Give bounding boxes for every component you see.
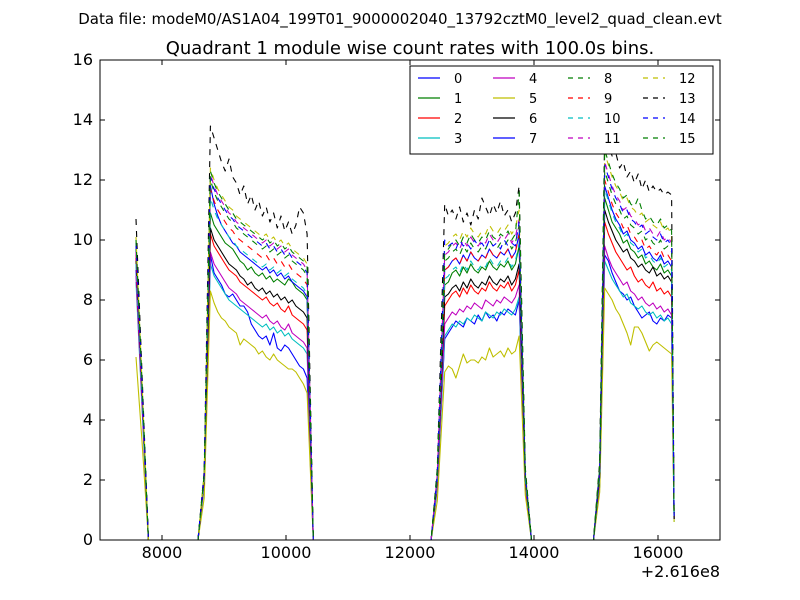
legend-label-13: 13	[679, 92, 696, 107]
y-tick-label-12: 12	[73, 170, 93, 189]
y-tick-label-14: 14	[73, 110, 93, 129]
x-offset-label: +2.616e8	[641, 562, 720, 581]
chart-title: Quadrant 1 module wise count rates with …	[166, 38, 655, 59]
legend-label-7: 7	[529, 132, 537, 147]
legend-label-2: 2	[454, 112, 462, 127]
legend-label-1: 1	[454, 92, 462, 107]
x-tick-label-10000: 10000	[261, 543, 312, 562]
series-line-13	[135, 125, 675, 541]
y-tick-label-10: 10	[73, 230, 93, 249]
y-tick-label-8: 8	[83, 290, 93, 309]
data-file-label: Data file: modeM0/AS1A04_199T01_90000020…	[78, 10, 722, 29]
y-tick-label-4: 4	[83, 410, 93, 429]
legend-box	[409, 65, 714, 155]
y-tick-label-6: 6	[83, 350, 93, 369]
legend-label-9: 9	[604, 92, 612, 107]
series-line-9	[135, 179, 675, 541]
legend-label-14: 14	[679, 112, 696, 127]
legend-label-12: 12	[679, 72, 696, 87]
x-tick-label-8000: 8000	[142, 543, 183, 562]
x-tick-label-14000: 14000	[509, 543, 560, 562]
legend-label-10: 10	[604, 112, 621, 127]
legend-label-11: 11	[604, 132, 621, 147]
legend-label-4: 4	[529, 72, 537, 87]
x-tick-label-16000: 16000	[633, 543, 684, 562]
legend-label-3: 3	[454, 132, 462, 147]
y-tick-label-16: 16	[73, 50, 93, 69]
legend-label-5: 5	[529, 92, 537, 107]
legend-label-15: 15	[679, 132, 696, 147]
x-tick-label-12000: 12000	[385, 543, 436, 562]
legend-label-8: 8	[604, 72, 612, 87]
y-tick-label-2: 2	[83, 470, 93, 489]
legend-label-0: 0	[454, 72, 462, 87]
y-tick-label-0: 0	[83, 530, 93, 549]
series-line-8	[135, 170, 675, 541]
legend-label-6: 6	[529, 112, 537, 127]
